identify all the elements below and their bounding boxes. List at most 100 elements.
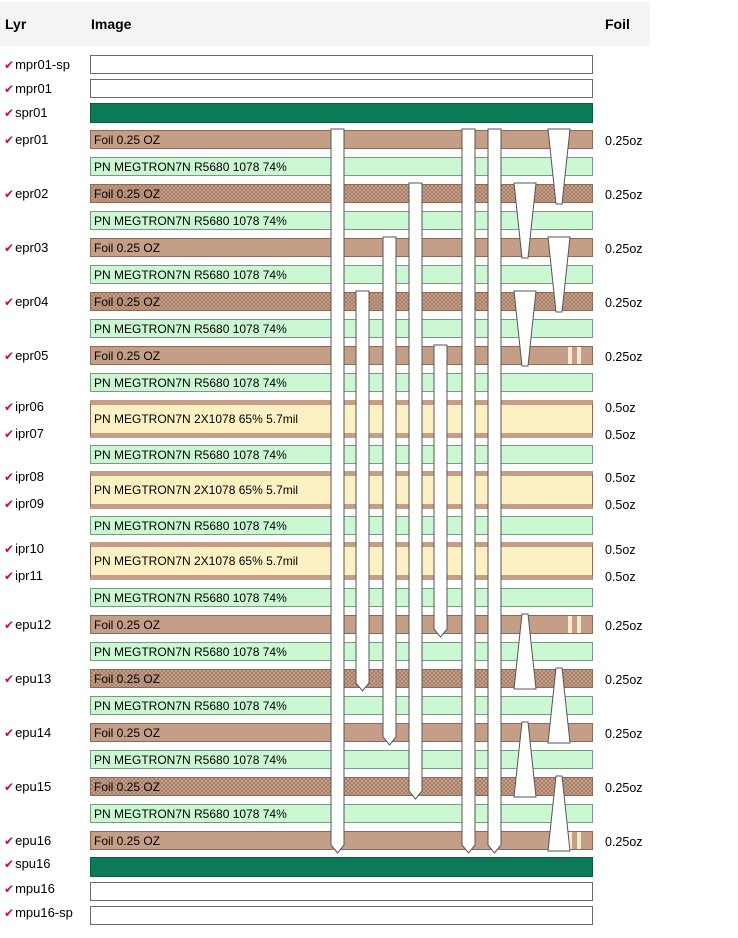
foil-weight-ipr06: 0.5oz [605, 401, 636, 415]
layer-material: PN MEGTRON7N 2X1078 65% 5.7mil [94, 412, 299, 426]
layer-material: Foil 0.25 OZ [94, 132, 161, 147]
foil-weight-epu13: 0.25oz [605, 673, 643, 687]
layer-row-epu12[interactable]: ✔epu12 [4, 617, 52, 633]
foil-weight-epr02: 0.25oz [605, 188, 643, 202]
mask-layer-mpu16[interactable] [90, 882, 593, 901]
layer-name: spr01 [15, 105, 48, 120]
check-icon: ✔ [4, 780, 15, 794]
layer-row-spr01[interactable]: ✔spr01 [4, 105, 48, 121]
layer-material: Foil 0.25 OZ [94, 240, 161, 255]
layer-row-epr01[interactable]: ✔epr01 [4, 133, 48, 148]
layer-row-epu14[interactable]: ✔epu14 [4, 726, 51, 741]
layer-name: ipr06 [15, 399, 44, 414]
drill-span-epr01-epu16 [330, 128, 345, 854]
layer-row-mpu16[interactable]: ✔mpu16 [4, 881, 55, 897]
foil-weight-epu15: 0.25oz [605, 781, 643, 795]
layer-row-epr05[interactable]: ✔epr05 [4, 348, 49, 364]
mask-layer-mpr01[interactable] [90, 79, 593, 98]
layer-row-epu15[interactable]: ✔epu15 [4, 780, 51, 795]
pad-marker [568, 832, 572, 849]
microvia-epu13-epu14 [547, 667, 571, 744]
drill-span-epr01-epu16-c [487, 128, 502, 854]
layer-row-mpr01[interactable]: ✔mpr01 [4, 82, 52, 97]
foil-weight-ipr11: 0.5oz [605, 570, 636, 584]
check-icon: ✔ [4, 349, 15, 363]
check-icon: ✔ [4, 882, 15, 896]
layer-row-ipr09[interactable]: ✔ipr09 [4, 497, 44, 512]
header-band [0, 2, 650, 46]
microvia-epr02-epr03 [513, 182, 537, 259]
layer-row-epu16[interactable]: ✔epu16 [4, 833, 52, 849]
layer-row-epr04[interactable]: ✔epr04 [4, 294, 49, 310]
check-icon: ✔ [4, 726, 15, 740]
layer-material: PN MEGTRON7N R5680 1078 74% [94, 447, 287, 462]
column-header-image: Image [91, 16, 132, 32]
layer-material: PN MEGTRON7N R5680 1078 74% [94, 375, 287, 390]
microvia-epu14-epu15 [513, 721, 537, 798]
layer-material: PN MEGTRON7N R5680 1078 74% [94, 321, 287, 336]
check-icon: ✔ [4, 427, 15, 441]
layer-row-epr03[interactable]: ✔epr03 [4, 240, 49, 256]
microvia-epr01-epr02 [547, 128, 571, 205]
layer-name: ipr07 [15, 426, 44, 441]
foil-weight-epu14: 0.25oz [605, 727, 643, 741]
foil-weight-epr04: 0.25oz [605, 296, 643, 310]
layer-row-mpu16-sp[interactable]: ✔mpu16-sp [4, 906, 73, 921]
check-icon: ✔ [4, 241, 15, 255]
check-icon: ✔ [4, 470, 15, 484]
layer-name: epu16 [15, 833, 52, 848]
layer-name: epr03 [15, 240, 49, 255]
check-icon: ✔ [4, 187, 15, 201]
drill-span-epr05-epu12 [433, 344, 448, 638]
layer-material: Foil 0.25 OZ [94, 348, 161, 363]
pad-marker [577, 347, 581, 364]
layer-row-mpr01-sp[interactable]: ✔mpr01-sp [4, 58, 70, 73]
check-icon: ✔ [4, 834, 15, 848]
layer-row-epr02[interactable]: ✔epr02 [4, 186, 49, 202]
microvia-epu12-epu13 [513, 613, 537, 690]
check-icon: ✔ [4, 497, 15, 511]
layer-row-spu16[interactable]: ✔spu16 [4, 856, 51, 872]
layer-row-ipr06[interactable]: ✔ipr06 [4, 399, 44, 415]
check-icon: ✔ [4, 618, 15, 632]
layer-name: ipr11 [15, 568, 44, 583]
layer-material: Foil 0.25 OZ [94, 779, 161, 794]
layer-name: epr05 [15, 348, 49, 363]
check-icon: ✔ [4, 400, 15, 414]
layer-material: PN MEGTRON7N R5680 1078 74% [94, 590, 287, 605]
layer-row-epu13[interactable]: ✔epu13 [4, 672, 51, 687]
layer-name: epu12 [15, 617, 52, 632]
column-header-foil: Foil [605, 16, 630, 32]
check-icon: ✔ [4, 857, 15, 871]
layer-material: PN MEGTRON7N R5680 1078 74% [94, 213, 287, 228]
layer-material: PN MEGTRON7N R5680 1078 74% [94, 159, 287, 174]
soldermask-layer-spu16[interactable] [90, 857, 593, 877]
layer-row-ipr11[interactable]: ✔ipr11 [4, 568, 44, 584]
check-icon: ✔ [4, 133, 15, 147]
check-icon: ✔ [4, 82, 15, 96]
layer-material: PN MEGTRON7N R5680 1078 74% [94, 752, 287, 767]
mask-layer-mpu16-sp[interactable] [90, 906, 593, 925]
mask-layer-mpr01-sp[interactable] [90, 55, 593, 74]
foil-weight-ipr07: 0.5oz [605, 428, 636, 442]
layer-name: mpu16 [15, 881, 55, 896]
microvia-epr03-epr04 [547, 236, 571, 313]
foil-weight-epr01: 0.25oz [605, 134, 643, 148]
column-header-lyr: Lyr [5, 16, 27, 32]
layer-material: Foil 0.25 OZ [94, 725, 161, 740]
layer-row-ipr08[interactable]: ✔ipr08 [4, 470, 44, 485]
soldermask-layer-spr01[interactable] [90, 103, 593, 123]
layer-name: epr04 [15, 294, 49, 309]
layer-material: Foil 0.25 OZ [94, 671, 161, 686]
layer-name: spu16 [15, 856, 51, 871]
layer-material: PN MEGTRON7N 2X1078 65% 5.7mil [94, 554, 299, 568]
layer-material: Foil 0.25 OZ [94, 833, 161, 848]
layer-name: epr02 [15, 186, 49, 201]
pad-marker [568, 616, 572, 633]
check-icon: ✔ [4, 672, 15, 686]
layer-row-ipr07[interactable]: ✔ipr07 [4, 426, 44, 442]
microvia-epu15-epu16 [547, 775, 571, 852]
layer-row-ipr10[interactable]: ✔ipr10 [4, 542, 44, 557]
layer-material: PN MEGTRON7N R5680 1078 74% [94, 518, 287, 533]
